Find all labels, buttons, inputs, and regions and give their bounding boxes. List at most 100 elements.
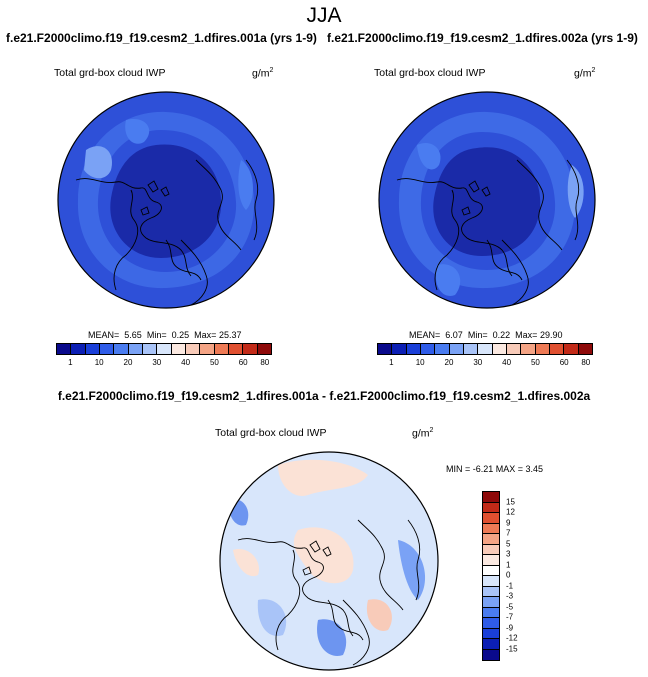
colorbar-tick-label: 10: [94, 358, 104, 367]
colorbar-tick-label: 10: [415, 358, 425, 367]
colorbar-tick-label: 40: [502, 358, 512, 367]
panel1-colorbar-labels: 1 10 20 30 40 50 60 80: [56, 358, 272, 370]
colorbar-swatch: [378, 344, 393, 354]
panel1-colorbar: [56, 343, 272, 355]
colorbar-tick-label: -15: [506, 644, 518, 653]
colorbar-tick-label: 80: [260, 358, 270, 367]
colorbar-swatch: [406, 344, 421, 354]
colorbar-tick-label: 12: [506, 507, 515, 517]
diff-lightblue-1: [257, 599, 287, 636]
panel2-variable-label: Total grd-box cloud IWP: [374, 67, 486, 79]
colorbar-swatch: [483, 565, 499, 576]
panel2-colorbar-labels: 1 10 20 30 40 50 60 80: [377, 358, 593, 370]
colorbar-swatch: [483, 618, 499, 629]
colorbar-tick-label: 60: [238, 358, 248, 367]
map1-pale-patch-2: [125, 119, 150, 144]
colorbar-tick-label: 30: [152, 358, 162, 367]
colorbar-swatch: [243, 344, 258, 354]
panel2-polar-map: [378, 91, 596, 309]
colorbar-swatch: [435, 344, 450, 354]
colorbar-swatch: [392, 344, 407, 354]
colorbar-swatch: [257, 344, 271, 354]
diff-minmax: MIN = -6.21 MAX = 3.45: [446, 464, 544, 474]
map2-pale-patch-3: [435, 264, 461, 296]
map1-pale-patch-3: [238, 160, 253, 210]
colorbar-swatch: [463, 344, 479, 354]
colorbar-swatch: [57, 344, 72, 354]
colorbar-tick-label: 60: [559, 358, 569, 367]
season-title: JJA: [306, 4, 342, 27]
colorbar-tick-label: 40: [181, 358, 191, 367]
diff-title: f.e21.F2000climo.f19_f19.cesm2_1.dfires.…: [57, 389, 591, 403]
colorbar-tick-label: -7: [506, 612, 514, 622]
colorbar-swatch: [214, 344, 229, 354]
panel1-polar-map: [57, 91, 275, 309]
colorbar-swatch: [483, 492, 499, 503]
colorbar-tick-label: 50: [530, 358, 540, 367]
colorbar-swatch: [483, 576, 499, 587]
colorbar-swatch: [128, 344, 143, 354]
colorbar-tick-label: 1: [68, 358, 73, 367]
diff-colorbar: [482, 491, 500, 661]
colorbar-tick-label: -5: [506, 602, 514, 611]
colorbar-swatch: [483, 534, 499, 545]
diff-blue-bottom: [317, 619, 347, 656]
colorbar-swatch: [420, 344, 436, 354]
colorbar-swatch: [99, 344, 115, 354]
colorbar-tick-label: 3: [506, 549, 511, 559]
colorbar-tick-label: 1: [506, 560, 511, 569]
diff-polar-map: [219, 451, 439, 671]
colorbar-swatch: [171, 344, 186, 354]
colorbar-swatch: [483, 544, 499, 555]
colorbar-swatch: [85, 344, 100, 354]
colorbar-tick-label: -1: [506, 581, 514, 590]
colorbar-swatch: [521, 344, 536, 354]
colorbar-tick-label: 0: [506, 570, 511, 580]
colorbar-tick-label: 20: [444, 358, 454, 367]
colorbar-swatch: [449, 344, 464, 354]
colorbar-swatch: [142, 344, 158, 354]
colorbar-swatch: [483, 513, 499, 524]
diff-pink-center: [293, 527, 354, 584]
colorbar-swatch: [228, 344, 244, 354]
colorbar-tick-label: 50: [209, 358, 219, 367]
panel2-stats: MEAN= 6.07 Min= 0.22 Max= 29.90: [409, 330, 563, 340]
colorbar-swatch: [483, 628, 499, 639]
colorbar-swatch: [483, 586, 499, 597]
colorbar-swatch: [535, 344, 550, 354]
panel2-case-title: f.e21.F2000climo.f19_f19.cesm2_1.dfires.…: [327, 31, 638, 45]
colorbar-swatch: [483, 555, 499, 566]
colorbar-swatch: [578, 344, 592, 354]
colorbar-tick-label: 9: [506, 518, 511, 527]
colorbar-swatch: [492, 344, 507, 354]
colorbar-swatch: [200, 344, 215, 354]
diff-pink-right: [366, 599, 392, 631]
map1-coastlines: [75, 159, 259, 306]
colorbar-tick-label: 15: [506, 497, 515, 506]
diff-variable-label: Total grd-box cloud IWP: [215, 427, 327, 439]
colorbar-tick-label: 5: [506, 539, 511, 548]
colorbar-swatch: [185, 344, 201, 354]
diff-pink-left: [233, 549, 259, 577]
map2-pale-patch-2: [417, 142, 441, 170]
colorbar-tick-label: -12: [506, 633, 518, 643]
colorbar-swatch: [549, 344, 565, 354]
colorbar-swatch: [564, 344, 579, 354]
map1-pale-patch-1: [84, 146, 112, 179]
colorbar-swatch: [114, 344, 129, 354]
colorbar-swatch: [483, 639, 499, 650]
panel1-variable-label: Total grd-box cloud IWP: [54, 67, 166, 79]
colorbar-swatch: [483, 649, 499, 660]
colorbar-swatch: [71, 344, 86, 354]
colorbar-swatch: [483, 597, 499, 608]
diff-units: g/m2: [412, 427, 434, 440]
panel2-units: g/m2: [574, 67, 596, 80]
colorbar-tick-label: 7: [506, 528, 511, 538]
diff-pink-top: [278, 459, 368, 496]
colorbar-swatch: [157, 344, 172, 354]
panel1-units: g/m2: [252, 67, 274, 80]
colorbar-tick-label: 20: [123, 358, 133, 367]
colorbar-swatch: [483, 607, 499, 618]
map2-deep-center: [433, 147, 541, 256]
panel1-stats: MEAN= 5.65 Min= 0.25 Max= 25.37: [88, 330, 242, 340]
